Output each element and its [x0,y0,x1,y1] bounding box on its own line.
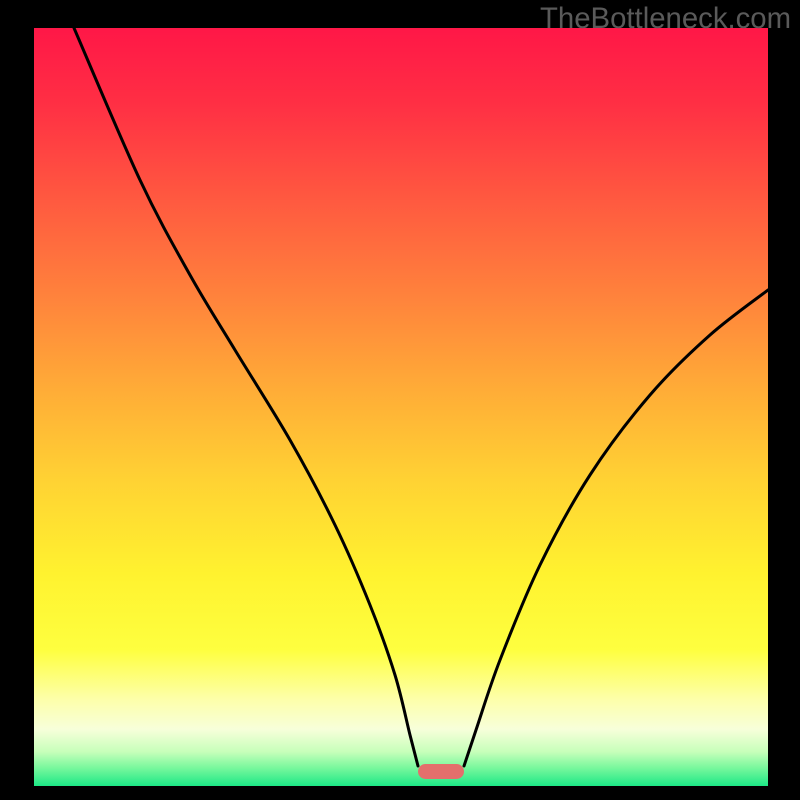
border-left [0,0,34,800]
border-right [768,0,800,800]
border-bottom [0,786,800,800]
plot-area [34,28,768,786]
curve-right [464,290,768,766]
curve-left [74,28,418,766]
figure: TheBottleneck.com [0,0,800,800]
bottom-mark [418,764,464,779]
bottleneck-curves [34,28,768,786]
watermark-text: TheBottleneck.com [540,2,791,36]
